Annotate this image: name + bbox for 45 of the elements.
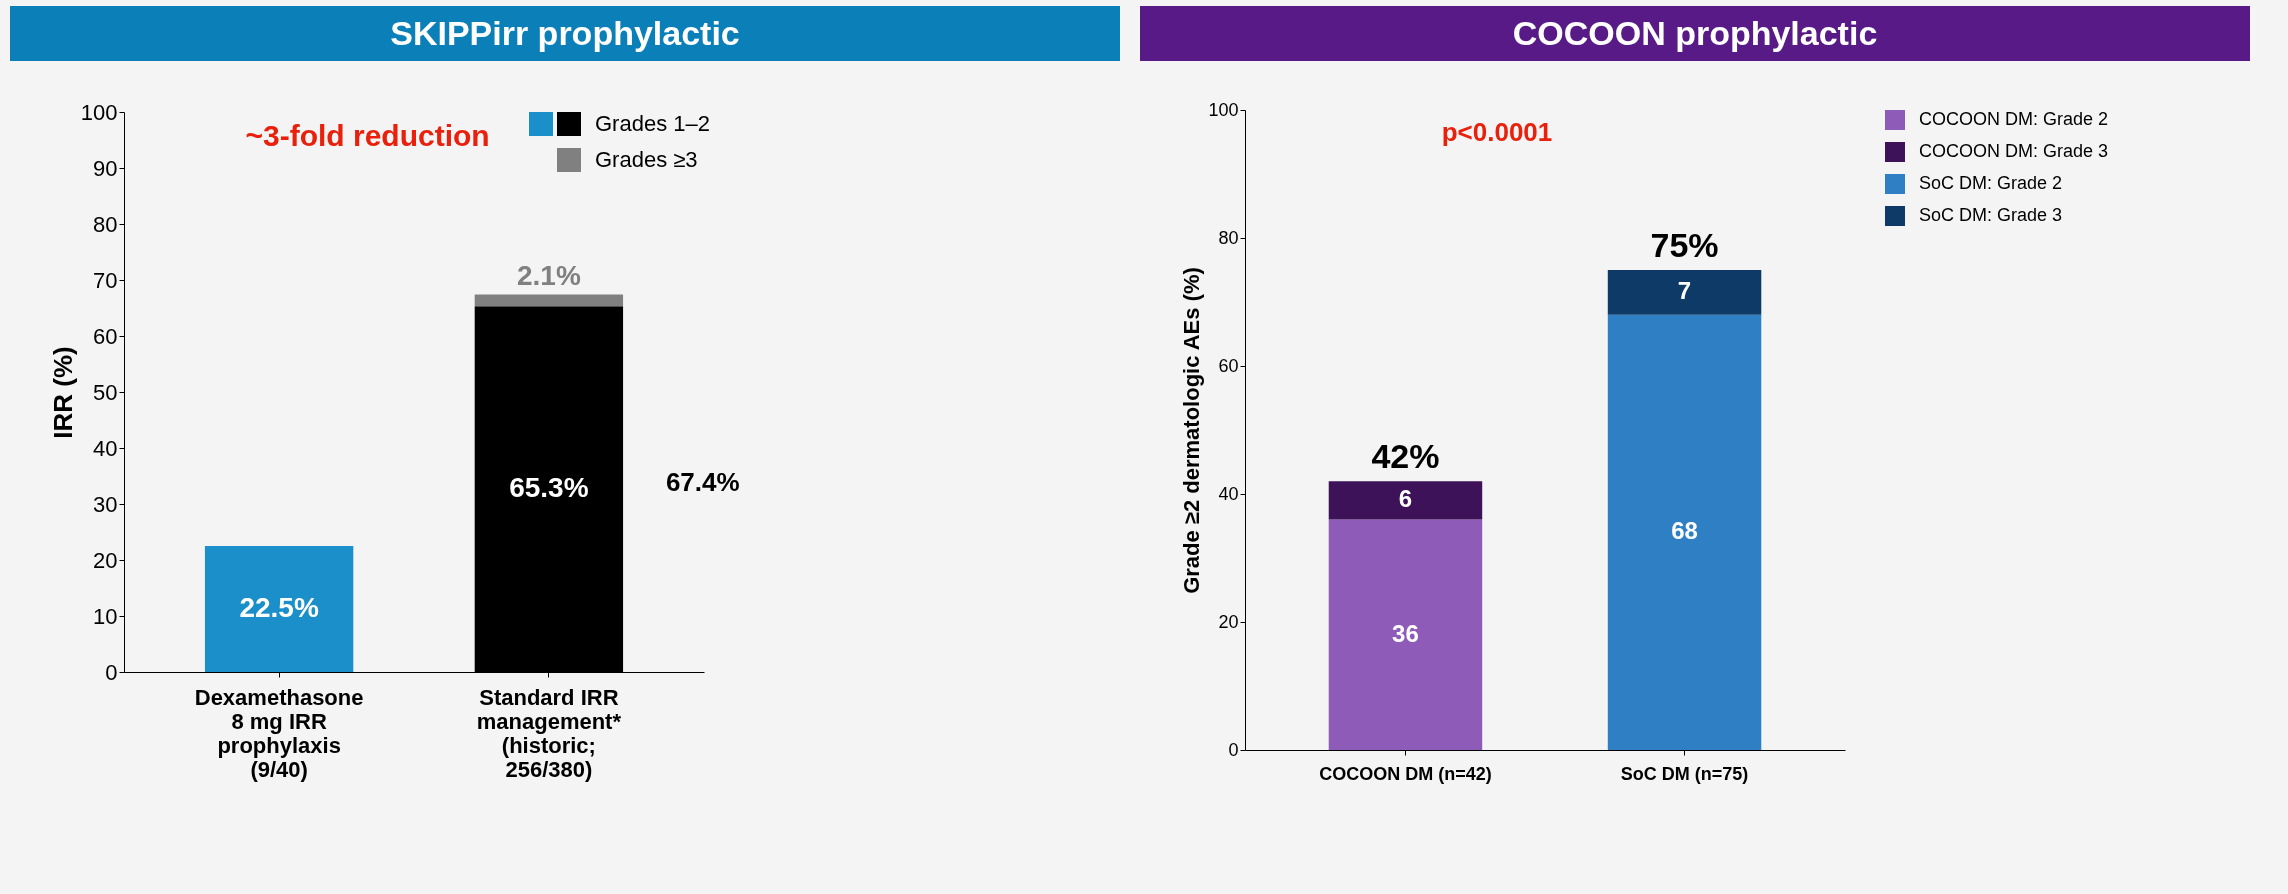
x-tick-label: Dexamethasone 8 mg IRR prophylaxis (9/40) (194, 684, 364, 782)
total-label: 75% (1650, 226, 1719, 264)
annotation: p<0.0001 (1441, 117, 1553, 147)
data-label: 22.5% (239, 592, 319, 623)
legend-label: SoC DM: Grade 3 (1919, 205, 2063, 225)
chart-title: COCOON prophylactic (1140, 6, 2250, 61)
y-tick-label: 100 (80, 99, 118, 125)
bar (474, 294, 624, 307)
x-tick-label: SoC DM (n=75) (1620, 763, 1749, 784)
legend-label: COCOON DM: Grade 3 (1919, 141, 2109, 161)
data-label: 36 (1392, 619, 1419, 647)
data-label: 6 (1398, 485, 1413, 513)
y-tick-label: 0 (105, 659, 118, 685)
y-tick-label: 40 (1218, 483, 1239, 504)
legend-label: SoC DM: Grade 2 (1919, 173, 2063, 193)
x-tick-label: Standard IRR management* (historic; 256/380) (476, 684, 622, 782)
legend-label: Grades ≥3 (595, 147, 698, 172)
y-tick-label: 30 (93, 491, 118, 517)
data-label: 65.3% (509, 472, 589, 504)
legend-label: Grades 1–2 (595, 111, 710, 136)
data-label: 7 (1677, 277, 1692, 305)
y-tick-label: 80 (1218, 227, 1239, 248)
y-tick-label: 70 (93, 267, 118, 293)
y-tick-label: 40 (93, 435, 118, 461)
y-tick-label: 80 (93, 211, 118, 237)
y-tick-label: 0 (1228, 739, 1239, 760)
x-tick-label: COCOON DM (n=42) (1319, 763, 1492, 784)
legend-label: COCOON DM: Grade 2 (1919, 109, 2109, 129)
y-tick-label: 20 (1218, 611, 1239, 632)
chart-title: SKIPPirr prophylactic (10, 6, 1120, 61)
total-label: 42% (1371, 437, 1440, 476)
annotation: 67.4% (665, 467, 740, 498)
y-tick-label: 10 (93, 603, 118, 629)
y-tick-label: 100 (1208, 99, 1239, 120)
data-label: 2.1% (516, 259, 581, 291)
y-axis-title: IRR (%) (47, 346, 78, 439)
y-tick-label: 90 (93, 155, 118, 181)
data-label: 68 (1671, 517, 1698, 545)
y-tick-label: 60 (1218, 355, 1239, 376)
annotation: ~3-fold reduction (245, 119, 490, 152)
y-tick-label: 50 (93, 379, 118, 405)
y-tick-label: 60 (93, 323, 118, 349)
y-tick-label: 20 (93, 547, 118, 573)
y-axis-title: Grade ≥2 dermatologic AEs (%) (1179, 267, 1205, 594)
bar (204, 546, 354, 672)
